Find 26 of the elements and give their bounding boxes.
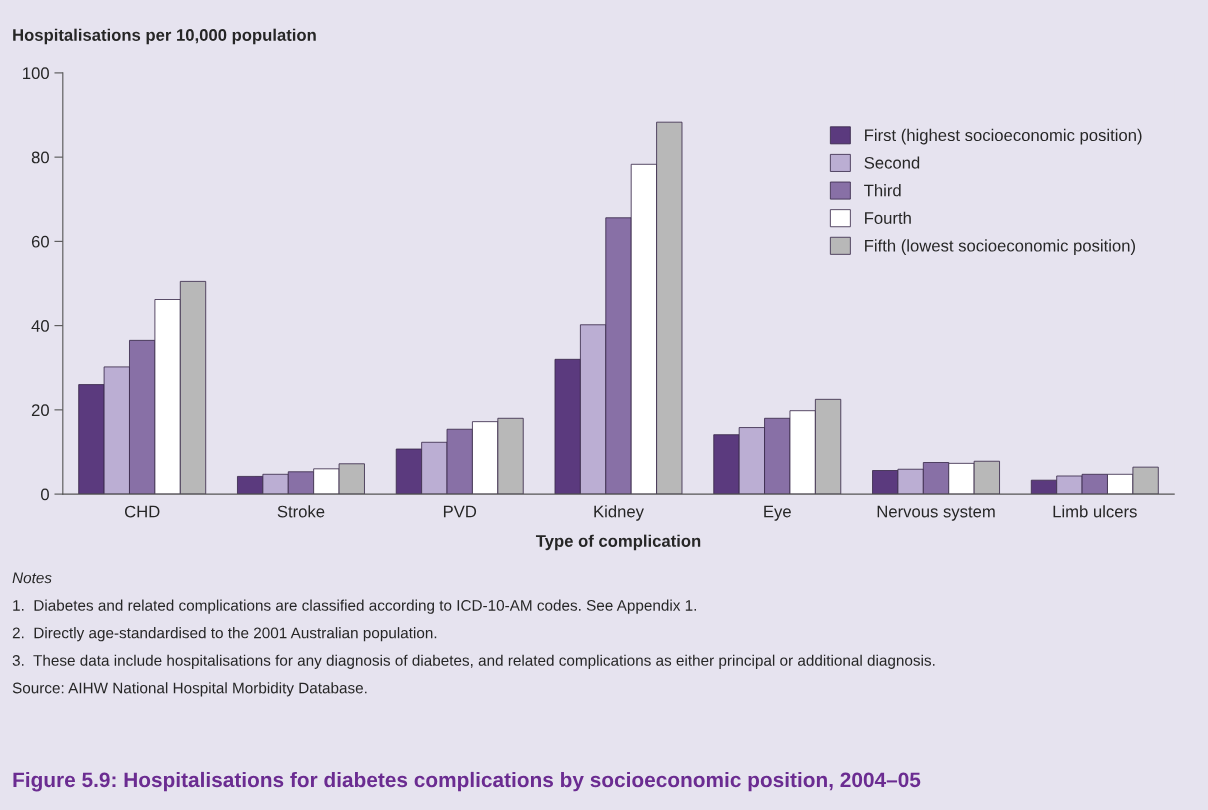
y-tick-label: 20	[31, 404, 49, 417]
legend-label: Fifth (lowest socioeconomic position)	[865, 239, 1135, 255]
x-tick-label: CHD	[124, 505, 160, 518]
y-tick-label: 40	[31, 320, 49, 332]
legend-label: First (highest socioeconomic position)	[865, 128, 1142, 145]
legend-label: Fourth	[865, 211, 911, 224]
legend-label: Second	[864, 156, 920, 169]
x-tick-label: PVD	[443, 505, 477, 518]
x-axis-title: Type of complication	[535, 534, 701, 551]
y-tick-label: 80	[31, 151, 49, 164]
legend-label: Third	[864, 184, 901, 197]
source-note: Source: AIHW National Hospital Morbidity Database.	[12, 682, 367, 697]
x-tick-label: Eye	[764, 505, 791, 521]
y-tick-label: 0	[41, 488, 49, 501]
text: 3. These data include hospitalisations for any diagnosis of diabetes, and related complications as either principal or additional diagnosis.	[12, 654, 935, 669]
x-tick-label: Kidney	[594, 505, 644, 521]
x-tick-label: Limb ulcers	[1053, 505, 1137, 518]
y-tick-label: 100	[23, 67, 49, 80]
text: 2. Directly age-standardised to the 2001 Australian population.	[12, 627, 437, 642]
x-tick-label: Stroke	[277, 505, 325, 518]
y-tick-label: 60	[31, 235, 49, 248]
x-tick-label: Nervous system	[877, 505, 995, 521]
text: Notes	[12, 572, 52, 584]
text: 1. Diabetes and related complications are classified according to ICD-10-AM codes. See Appendix 1.	[13, 599, 697, 614]
y-axis-title: Hospitalisations per 10,000 population	[13, 28, 316, 45]
text: Figure 5.9: Hospitalisations for diabetes complications by socioeconomic position, 2004–05	[13, 771, 921, 792]
